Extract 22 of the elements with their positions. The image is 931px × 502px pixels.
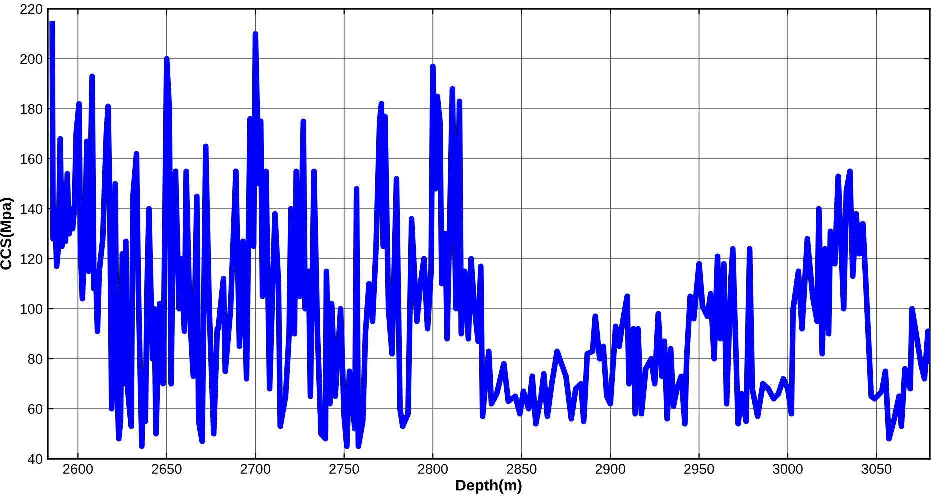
x-tick-label: 3050 (862, 464, 892, 474)
x-tick-label: 2850 (507, 464, 537, 474)
y-tick-label: 120 (21, 254, 43, 264)
y-axis-title: CCS(Mpa) (0, 198, 14, 270)
y-tick-label: 80 (28, 354, 43, 364)
x-tick-label: 3000 (773, 464, 803, 474)
x-tick-label: 2900 (596, 464, 626, 474)
x-tick-label: 2950 (684, 464, 714, 474)
x-axis-title: Depth(m) (456, 480, 522, 494)
y-tick-label: 140 (21, 204, 43, 214)
x-tick-label: 2600 (63, 464, 94, 474)
y-tick-label: 220 (20, 4, 43, 14)
x-tick-label: 2750 (330, 464, 360, 474)
y-tick-label: 200 (20, 54, 43, 64)
y-tick-label: 40 (28, 454, 43, 464)
y-tick-label: 180 (21, 104, 43, 114)
x-tick-label: 2650 (152, 464, 182, 474)
x-tick-label: 2800 (418, 464, 448, 474)
y-tick-label: 60 (28, 404, 43, 414)
y-tick-label: 160 (21, 154, 43, 164)
y-tick-label: 100 (21, 304, 43, 314)
x-tick-label: 2700 (240, 464, 271, 474)
